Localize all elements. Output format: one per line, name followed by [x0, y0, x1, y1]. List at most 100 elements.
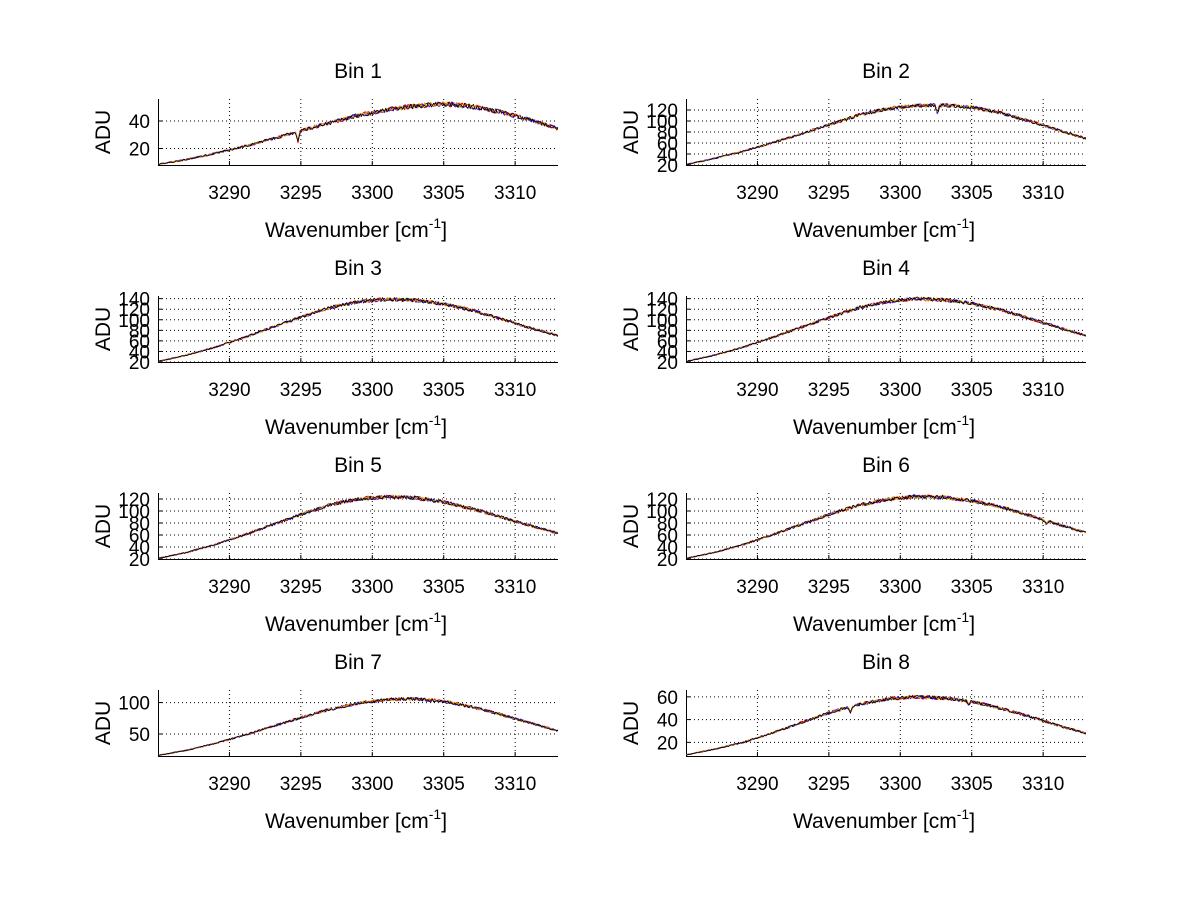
y-tick-label: 40	[129, 112, 150, 133]
series-line-1	[686, 102, 1086, 165]
series-line-1	[158, 494, 558, 559]
x-axis-label: Wavenumber [cm-1]	[265, 412, 447, 439]
x-axis-label-superscript: -1	[957, 806, 970, 822]
x-axis-label-main: Wavenumber [cm	[265, 416, 429, 439]
x-axis-label-superscript: -1	[429, 806, 442, 822]
series-line-1	[158, 101, 558, 165]
x-tick-label: 3305	[951, 183, 993, 204]
x-axis-label-superscript: -1	[957, 412, 970, 428]
x-axis-label-main: Wavenumber [cm	[265, 613, 429, 636]
x-tick-label: 3290	[736, 577, 778, 598]
grid	[686, 690, 1086, 756]
series-group	[686, 296, 1086, 362]
x-tick-label: 3305	[423, 183, 465, 204]
x-tick-label: 3295	[808, 774, 850, 795]
y-tick-label: 20	[657, 733, 678, 754]
grid	[158, 493, 558, 560]
x-axis-label-main: Wavenumber [cm	[793, 810, 957, 833]
y-tick-label: 20	[129, 550, 150, 571]
y-tick-label: 60	[657, 526, 678, 547]
x-axis-label: Wavenumber [cm-1]	[265, 609, 447, 636]
x-axis-label: Wavenumber [cm-1]	[265, 215, 447, 242]
y-tick-label: 40	[129, 538, 150, 559]
x-tick-label: 3310	[494, 774, 536, 795]
x-tick-label: 3300	[351, 774, 393, 795]
series-line-4	[686, 494, 1086, 559]
series-line-4	[158, 101, 558, 165]
subplot-title: Bin 6	[862, 454, 910, 477]
x-axis-label-bracket: ]	[969, 219, 975, 242]
x-axis-label-superscript: -1	[957, 215, 970, 231]
series-line-4	[158, 696, 558, 756]
grid	[686, 296, 1086, 363]
x-axis-label: Wavenumber [cm-1]	[793, 215, 975, 242]
x-axis-label-bracket: ]	[441, 416, 447, 439]
y-tick-label: 40	[129, 342, 150, 363]
subplot-title: Bin 1	[334, 60, 382, 83]
x-axis-label-main: Wavenumber [cm	[265, 810, 429, 833]
series-line-3	[158, 494, 558, 559]
y-tick-label: 20	[657, 353, 678, 374]
x-axis-label: Wavenumber [cm-1]	[265, 806, 447, 833]
x-tick-label: 3295	[280, 774, 322, 795]
y-tick-label: 60	[657, 134, 678, 155]
x-tick-label: 3310	[1022, 774, 1064, 795]
x-tick-label: 3295	[808, 577, 850, 598]
x-tick-label: 3300	[879, 380, 921, 401]
x-axis-label-bracket: ]	[969, 416, 975, 439]
subplot-title: Bin 3	[334, 257, 382, 280]
series-line-3	[686, 494, 1086, 559]
series-group	[686, 102, 1086, 165]
series-group	[686, 694, 1086, 756]
x-tick-label: 3305	[951, 774, 993, 795]
x-tick-label: 3290	[208, 774, 250, 795]
x-axis-label-superscript: -1	[429, 609, 442, 625]
y-tick-label: 100	[646, 112, 678, 133]
subplot-bin-4: Bin 4 3290 3295 3300 3305 3310 204060801001201…	[620, 257, 1086, 439]
subplot-bin-3: Bin 3 3290 3295 3300 3305 3310 204060801001201…	[92, 257, 558, 439]
x-axis-label-main: Wavenumber [cm	[793, 416, 957, 439]
subplot-title: Bin 7	[334, 651, 382, 674]
x-tick-label: 3290	[736, 380, 778, 401]
y-tick-label: 100	[118, 502, 150, 523]
subplot-bin-2: Bin 2 3290 3295 3300 3305 3310 20406080100120A…	[620, 60, 1086, 242]
y-tick-label: 60	[129, 332, 150, 353]
subplot-title: Bin 8	[862, 651, 910, 674]
x-axis-label-superscript: -1	[957, 609, 970, 625]
subplot-bin-1: Bin 1 3290 3295 3300 3305 3310 20 40 ADU Wavenumb…	[92, 60, 558, 242]
x-tick-label: 3300	[351, 183, 393, 204]
x-tick-label: 3305	[951, 577, 993, 598]
y-tick-label: 80	[129, 321, 150, 342]
x-tick-label: 3310	[1022, 577, 1064, 598]
x-tick-label: 3305	[951, 380, 993, 401]
x-tick-label: 3310	[1022, 380, 1064, 401]
x-tick-label: 3305	[423, 380, 465, 401]
series-line-2	[158, 696, 558, 756]
y-axis-label: ADU	[92, 701, 115, 745]
y-axis-label: ADU	[92, 307, 115, 351]
y-tick-label: 100	[646, 502, 678, 523]
x-tick-label: 3290	[208, 183, 250, 204]
y-tick-label: 40	[657, 538, 678, 559]
y-tick-label: 20	[657, 156, 678, 177]
y-tick-label: 60	[657, 688, 678, 709]
series-line-3	[686, 103, 1086, 165]
y-axis-label: ADU	[92, 110, 115, 154]
x-axis-label-main: Wavenumber [cm	[793, 613, 957, 636]
y-axis-label: ADU	[620, 504, 643, 548]
y-tick-label: 20	[129, 353, 150, 374]
x-tick-label: 3300	[351, 380, 393, 401]
subplot-bin-6: Bin 6 3290 3295 3300 3305 3310 20406080100120A…	[620, 454, 1086, 636]
x-tick-label: 3295	[280, 577, 322, 598]
y-tick-label: 120	[118, 490, 150, 511]
grid	[158, 690, 558, 756]
y-axis-label: ADU	[620, 701, 643, 745]
x-tick-label: 3290	[736, 774, 778, 795]
x-tick-label: 3310	[494, 380, 536, 401]
y-tick-label: 100	[118, 311, 150, 332]
x-axis-label-bracket: ]	[441, 613, 447, 636]
y-axis-label: ADU	[620, 307, 643, 351]
